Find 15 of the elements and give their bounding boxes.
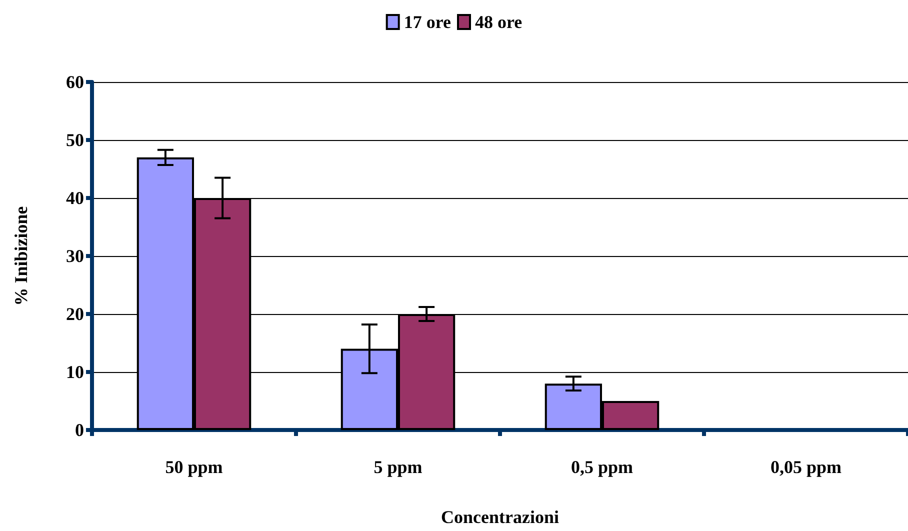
y-tick-label: 50 xyxy=(66,130,84,150)
x-tick-label: 50 ppm xyxy=(165,457,223,477)
x-tick-label: 5 ppm xyxy=(374,457,422,477)
y-tick-label: 40 xyxy=(66,188,84,208)
legend-label: 48 ore xyxy=(475,12,522,32)
y-axis-title: % Inibizione xyxy=(11,206,31,306)
y-tick-label: 20 xyxy=(66,304,84,324)
x-axis-title: Concentrazioni xyxy=(441,507,559,527)
y-tick-label: 0 xyxy=(75,420,84,440)
y-tick-label: 30 xyxy=(66,246,84,266)
legend-label: 17 ore xyxy=(404,12,452,32)
x-tick-label: 0,05 ppm xyxy=(770,457,842,477)
y-tick-label: 60 xyxy=(66,72,84,92)
y-tick-label: 10 xyxy=(66,362,84,382)
x-tick-label: 0,5 ppm xyxy=(570,457,634,477)
